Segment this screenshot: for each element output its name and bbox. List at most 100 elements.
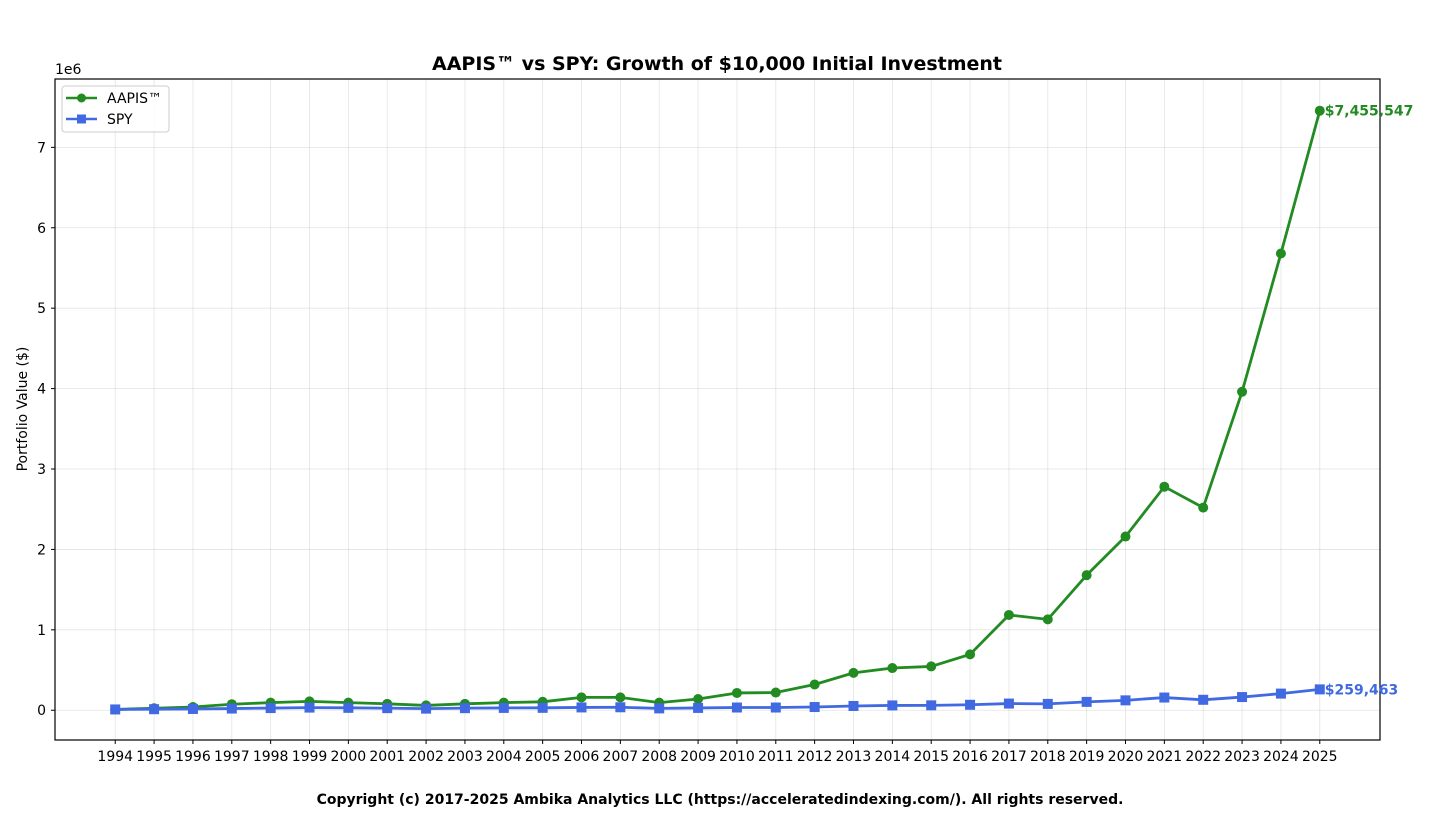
plot-frame <box>54 78 1381 741</box>
y-tick-label: 2 <box>37 542 46 558</box>
end-value-label-aapis: $7,455,547 <box>1325 104 1414 120</box>
data-point-spy <box>1237 692 1248 703</box>
x-tick-label: 2009 <box>680 749 716 765</box>
legend: AAPIS™ SPY <box>61 85 170 133</box>
data-point-aapis <box>1198 502 1209 513</box>
y-tick-label: 0 <box>37 703 46 719</box>
data-point-aapis <box>576 692 587 703</box>
data-point-spy <box>1159 692 1170 703</box>
x-tick-label: 2022 <box>1185 749 1221 765</box>
data-point-aapis <box>1042 614 1053 625</box>
data-point-spy <box>343 702 354 713</box>
x-axis: 1994 1995 1996 1997 1998 1999 2000 2001 2002 2003… <box>97 740 1338 765</box>
x-tick-label: 1995 <box>136 749 172 765</box>
x-tick-label: 2021 <box>1147 749 1183 765</box>
x-tick-label: 2011 <box>758 749 794 765</box>
x-tick-label: 2016 <box>952 749 988 765</box>
data-point-spy <box>926 700 937 711</box>
data-point-aapis <box>1120 531 1131 542</box>
x-tick-label: 1996 <box>175 749 211 765</box>
data-point-spy <box>615 702 626 713</box>
data-point-aapis <box>615 692 626 703</box>
data-point-aapis <box>1159 481 1170 492</box>
x-tick-label: 2008 <box>641 749 677 765</box>
data-point-aapis <box>887 663 898 674</box>
y-axis-label: Portfolio Value ($) <box>15 347 31 472</box>
data-point-spy <box>187 703 198 714</box>
x-tick-label: 2010 <box>719 749 755 765</box>
data-point-spy <box>498 702 509 713</box>
x-tick-label: 2004 <box>486 749 522 765</box>
data-point-aapis <box>1237 386 1248 397</box>
x-tick-label: 2018 <box>1030 749 1066 765</box>
data-point-spy <box>965 699 976 710</box>
data-point-spy <box>382 703 393 714</box>
data-point-spy <box>576 702 587 713</box>
data-point-aapis <box>848 667 859 678</box>
legend-label-aapis: AAPIS™ <box>107 91 162 107</box>
x-tick-label: 2024 <box>1263 749 1299 765</box>
data-point-spy <box>731 702 742 713</box>
data-point-spy <box>265 703 276 714</box>
x-tick-label: 2007 <box>603 749 639 765</box>
legend-marker-aapis <box>77 93 86 103</box>
series-line-spy <box>115 687 1320 711</box>
x-tick-label: 2012 <box>797 749 833 765</box>
x-tick-label: 1994 <box>97 749 133 765</box>
x-tick-label: 2005 <box>525 749 561 765</box>
y-tick-label: 7 <box>37 140 46 156</box>
data-point-aapis <box>926 661 937 672</box>
x-tick-label: 1998 <box>253 749 289 765</box>
y-tick-label: 6 <box>37 221 46 237</box>
data-point-spy <box>1314 684 1325 695</box>
x-tick-label: 2014 <box>875 749 911 765</box>
y-tick-label: 3 <box>37 462 46 478</box>
x-tick-label: 2001 <box>369 749 405 765</box>
y-tick-label: 4 <box>37 382 46 398</box>
x-tick-label: 2023 <box>1224 749 1260 765</box>
data-point-aapis <box>731 687 742 698</box>
x-tick-label: 2006 <box>564 749 600 765</box>
data-point-spy <box>654 703 665 714</box>
chart-title: AAPIS™ vs SPY: Growth of $10,000 Initial… <box>432 53 1002 75</box>
data-point-spy <box>1120 695 1131 706</box>
x-tick-label: 2025 <box>1302 749 1338 765</box>
data-point-aapis <box>1275 248 1286 259</box>
x-tick-label: 2017 <box>991 749 1027 765</box>
data-point-spy <box>1275 688 1286 699</box>
data-point-aapis <box>770 687 781 698</box>
x-tick-label: 1999 <box>292 749 328 765</box>
legend-item-aapis: AAPIS™ <box>66 91 162 107</box>
x-tick-label: 2015 <box>913 749 949 765</box>
data-point-spy <box>537 702 548 713</box>
x-tick-label: 2000 <box>331 749 367 765</box>
data-point-spy <box>1198 694 1209 705</box>
data-point-spy <box>1042 698 1053 709</box>
data-point-aapis <box>1003 609 1014 620</box>
x-tick-label: 2013 <box>836 749 872 765</box>
data-point-spy <box>1081 696 1092 707</box>
x-tick-label: 2020 <box>1108 749 1144 765</box>
data-point-spy <box>459 703 470 714</box>
data-point-aapis <box>809 679 820 690</box>
grid <box>55 79 1380 740</box>
copyright-footer: Copyright (c) 2017-2025 Ambika Analytics… <box>317 792 1124 808</box>
data-point-spy <box>304 702 315 713</box>
y-tick-label: 5 <box>37 301 46 317</box>
data-point-aapis <box>1314 105 1325 116</box>
data-point-spy <box>770 702 781 713</box>
data-point-spy <box>149 704 160 715</box>
end-value-label-spy: $259,463 <box>1325 682 1399 698</box>
x-tick-label: 1997 <box>214 749 250 765</box>
x-tick-label: 2002 <box>408 749 444 765</box>
data-point-spy <box>887 700 898 711</box>
data-point-spy <box>226 703 237 714</box>
data-point-spy <box>809 702 820 713</box>
data-point-spy <box>110 704 121 715</box>
data-point-aapis <box>693 693 704 704</box>
y-offset-label: 1e6 <box>55 62 82 78</box>
data-point-spy <box>848 700 859 711</box>
x-tick-label: 2019 <box>1069 749 1105 765</box>
x-tick-label: 2003 <box>447 749 483 765</box>
